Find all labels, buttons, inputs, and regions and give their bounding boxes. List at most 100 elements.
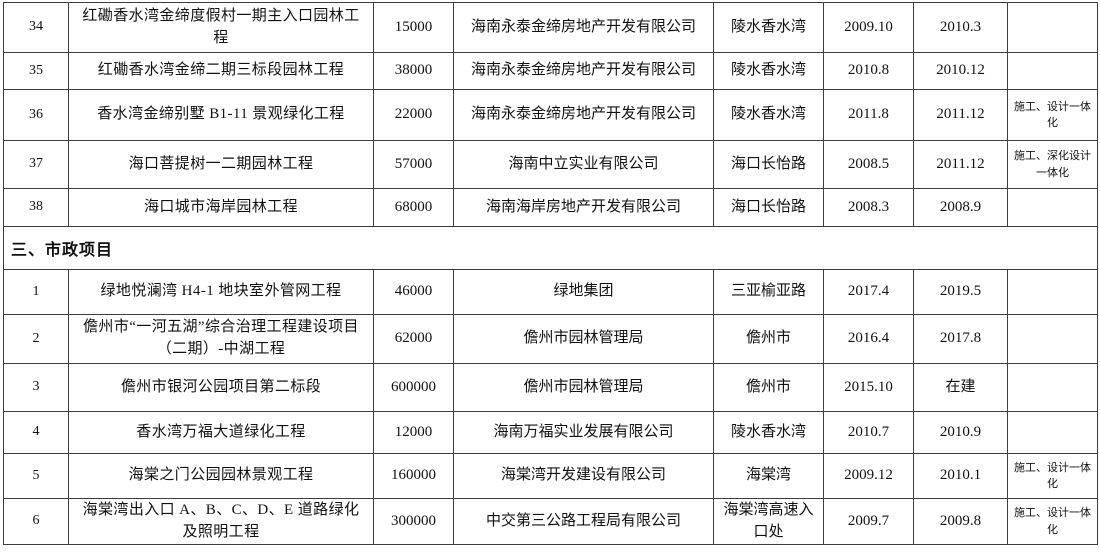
cell-index: 3 [4, 364, 69, 411]
cell-start_date: 2009.10 [824, 3, 914, 52]
cell-project: 香水湾万福大道绿化工程 [69, 412, 374, 453]
cell-note [1008, 3, 1098, 52]
cell-end_date: 2009.8 [914, 499, 1008, 544]
cell-index: 4 [4, 412, 69, 453]
cell-location: 三亚榆亚路 [714, 270, 824, 314]
table-row: 38 海口城市海岸园林工程 68000 海南海岸房地产开发有限公司 海口长怡路 2008.… [4, 189, 1098, 227]
cell-end_date: 2010.9 [914, 412, 1008, 453]
cell-location: 儋州市 [714, 315, 824, 363]
cell-amount: 600000 [374, 364, 454, 411]
cell-amount: 68000 [374, 189, 454, 226]
cell-project: 香水湾金缔别墅 B1-11 景观绿化工程 [69, 90, 374, 140]
cell-end_date: 2011.12 [914, 90, 1008, 140]
cell-location: 海口长怡路 [714, 141, 824, 188]
cell-amount: 12000 [374, 412, 454, 453]
table-row: 2 儋州市“一河五湖”综合治理工程建设项目（二期）-中湖工程 62000 儋州市园林管… [4, 315, 1098, 364]
table-row: 6 海棠湾出入口 A、B、C、D、E 道路绿化及照明工程 300000 中交第三公路工… [4, 499, 1098, 545]
cell-location: 海口长怡路 [714, 189, 824, 226]
cell-note: 施工、设计一体化 [1008, 454, 1098, 498]
cell-index: 1 [4, 270, 69, 314]
cell-end_date: 2017.8 [914, 315, 1008, 363]
cell-index: 5 [4, 454, 69, 498]
table-row: 36 香水湾金缔别墅 B1-11 景观绿化工程 22000 海南永泰金缔房地产开发有限… [4, 90, 1098, 141]
cell-location: 海棠湾高速入口处 [714, 499, 824, 544]
cell-company: 海棠湾开发建设有限公司 [454, 454, 714, 498]
cell-start_date: 2010.7 [824, 412, 914, 453]
cell-index: 37 [4, 141, 69, 188]
cell-start_date: 2009.7 [824, 499, 914, 544]
cell-company: 海南永泰金缔房地产开发有限公司 [454, 90, 714, 140]
cell-project: 海口菩提树一二期园林工程 [69, 141, 374, 188]
cell-note: 施工、设计一体化 [1008, 90, 1098, 140]
cell-amount: 62000 [374, 315, 454, 363]
cell-index: 2 [4, 315, 69, 363]
cell-project: 绿地悦澜湾 H4-1 地块室外管网工程 [69, 270, 374, 314]
section-header-label: 三、市政项目 [11, 242, 114, 259]
cell-end_date: 2008.9 [914, 189, 1008, 226]
cell-start_date: 2016.4 [824, 315, 914, 363]
cell-company: 绿地集团 [454, 270, 714, 314]
cell-note [1008, 412, 1098, 453]
cell-start_date: 2008.3 [824, 189, 914, 226]
cell-amount: 46000 [374, 270, 454, 314]
cell-amount: 300000 [374, 499, 454, 544]
cell-index: 35 [4, 53, 69, 89]
cell-project: 海棠湾出入口 A、B、C、D、E 道路绿化及照明工程 [69, 499, 374, 544]
table-row: 3 儋州市银河公园项目第二标段 600000 儋州市园林管理局 儋州市 2015.10 在建 [4, 364, 1098, 412]
table-row: 1 绿地悦澜湾 H4-1 地块室外管网工程 46000 绿地集团 三亚榆亚路 2017.4… [4, 270, 1098, 315]
cell-amount: 15000 [374, 3, 454, 52]
cell-amount: 38000 [374, 53, 454, 89]
cell-end_date: 2019.5 [914, 270, 1008, 314]
table-row: 5 海棠之门公园园林景观工程 160000 海棠湾开发建设有限公司 海棠湾 2009.12… [4, 454, 1098, 499]
cell-note [1008, 364, 1098, 411]
cell-location: 陵水香水湾 [714, 3, 824, 52]
cell-start_date: 2011.8 [824, 90, 914, 140]
cell-company: 海南永泰金缔房地产开发有限公司 [454, 3, 714, 52]
cell-amount: 160000 [374, 454, 454, 498]
cell-project: 红磡香水湾金缔二期三标段园林工程 [69, 53, 374, 89]
section-header-row: 三、市政项目 [4, 227, 1098, 270]
cell-note: 施工、深化设计一体化 [1008, 141, 1098, 188]
cell-project: 儋州市银河公园项目第二标段 [69, 364, 374, 411]
cell-end_date: 在建 [914, 364, 1008, 411]
cell-index: 36 [4, 90, 69, 140]
cell-location: 儋州市 [714, 364, 824, 411]
cell-end_date: 2010.12 [914, 53, 1008, 89]
cell-company: 海南海岸房地产开发有限公司 [454, 189, 714, 226]
cell-company: 海南万福实业发展有限公司 [454, 412, 714, 453]
cell-note [1008, 53, 1098, 89]
cell-start_date: 2009.12 [824, 454, 914, 498]
cell-location: 陵水香水湾 [714, 53, 824, 89]
cell-location: 陵水香水湾 [714, 412, 824, 453]
cell-start_date: 2010.8 [824, 53, 914, 89]
cell-end_date: 2011.12 [914, 141, 1008, 188]
cell-company: 海南永泰金缔房地产开发有限公司 [454, 53, 714, 89]
cell-end_date: 2010.3 [914, 3, 1008, 52]
cell-index: 6 [4, 499, 69, 544]
cell-start_date: 2008.5 [824, 141, 914, 188]
cell-company: 中交第三公路工程局有限公司 [454, 499, 714, 544]
cell-end_date: 2010.1 [914, 454, 1008, 498]
cell-company: 海南中立实业有限公司 [454, 141, 714, 188]
cell-location: 陵水香水湾 [714, 90, 824, 140]
cell-company: 儋州市园林管理局 [454, 315, 714, 363]
projects-table: 34 红磡香水湾金缔度假村一期主入口园林工程 15000 海南永泰金缔房地产开发有限公… [3, 2, 1098, 545]
cell-project: 红磡香水湾金缔度假村一期主入口园林工程 [69, 3, 374, 52]
cell-project: 儋州市“一河五湖”综合治理工程建设项目（二期）-中湖工程 [69, 315, 374, 363]
table-row: 34 红磡香水湾金缔度假村一期主入口园林工程 15000 海南永泰金缔房地产开发有限公… [4, 3, 1098, 53]
cell-note [1008, 315, 1098, 363]
table-row: 4 香水湾万福大道绿化工程 12000 海南万福实业发展有限公司 陵水香水湾 2010.7… [4, 412, 1098, 454]
cell-project: 海口城市海岸园林工程 [69, 189, 374, 226]
cell-note [1008, 189, 1098, 226]
cell-company: 儋州市园林管理局 [454, 364, 714, 411]
cell-project: 海棠之门公园园林景观工程 [69, 454, 374, 498]
cell-amount: 57000 [374, 141, 454, 188]
table-row: 35 红磡香水湾金缔二期三标段园林工程 38000 海南永泰金缔房地产开发有限公司 陵水… [4, 53, 1098, 90]
cell-start_date: 2015.10 [824, 364, 914, 411]
cell-location: 海棠湾 [714, 454, 824, 498]
cell-note [1008, 270, 1098, 314]
cell-amount: 22000 [374, 90, 454, 140]
cell-index: 34 [4, 3, 69, 52]
cell-start_date: 2017.4 [824, 270, 914, 314]
